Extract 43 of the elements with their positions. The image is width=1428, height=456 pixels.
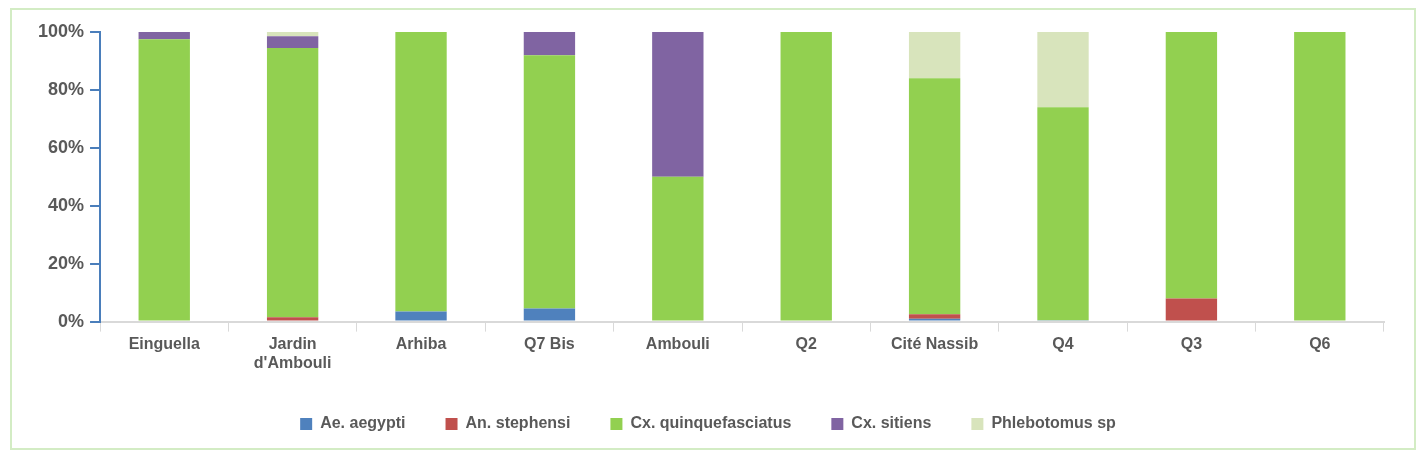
bar: [652, 32, 704, 177]
x-tick-label: Q7 Bis: [524, 334, 575, 352]
bar: [266, 32, 319, 37]
bar: [266, 36, 319, 48]
bar: [908, 314, 961, 319]
bar: [1165, 32, 1218, 299]
bar: [523, 308, 576, 321]
y-tick-label: 60%: [48, 136, 85, 157]
y-tick-label: 80%: [48, 78, 85, 99]
bar: [1037, 32, 1089, 108]
bar: [908, 78, 961, 315]
x-tick-label: Q4: [1052, 334, 1074, 352]
legend-label: Phlebotomus sp: [991, 414, 1117, 432]
bar: [138, 32, 190, 40]
x-tick-label: Q6: [1309, 334, 1331, 352]
bar: [266, 317, 319, 321]
x-tick-label: Cité Nassib: [891, 334, 979, 352]
x-tick-label: Q2: [795, 334, 817, 352]
x-tick-label: Arhiba: [395, 334, 447, 352]
bar: [395, 32, 447, 312]
bar: [138, 39, 190, 321]
x-tick-label: Jardin d'Ambouli: [253, 334, 332, 371]
legend-label: Ae. aegypti: [320, 414, 406, 432]
legend-label: Cx. sitiens: [851, 414, 932, 432]
bar: [780, 32, 832, 321]
bar: [266, 47, 319, 318]
y-tick-label: 100%: [37, 20, 85, 41]
bar: [523, 32, 576, 56]
legend-label: Cx. quinquefasciatus: [630, 414, 792, 432]
bar: [395, 311, 447, 321]
y-tick-label: 20%: [48, 252, 85, 273]
x-tick-label: Einguella: [128, 334, 200, 352]
x-tick-label: Q3: [1180, 334, 1203, 352]
bar: [1037, 107, 1089, 321]
bar: [1294, 32, 1346, 321]
bar: [1165, 298, 1218, 321]
bar: [908, 32, 961, 79]
bar: [523, 55, 576, 309]
x-tick-label: Ambouli: [645, 334, 710, 352]
y-tick-label: 0%: [58, 310, 85, 331]
legend-label: An. stephensi: [465, 414, 571, 432]
bar: [652, 176, 704, 321]
y-tick-label: 40%: [48, 194, 85, 215]
